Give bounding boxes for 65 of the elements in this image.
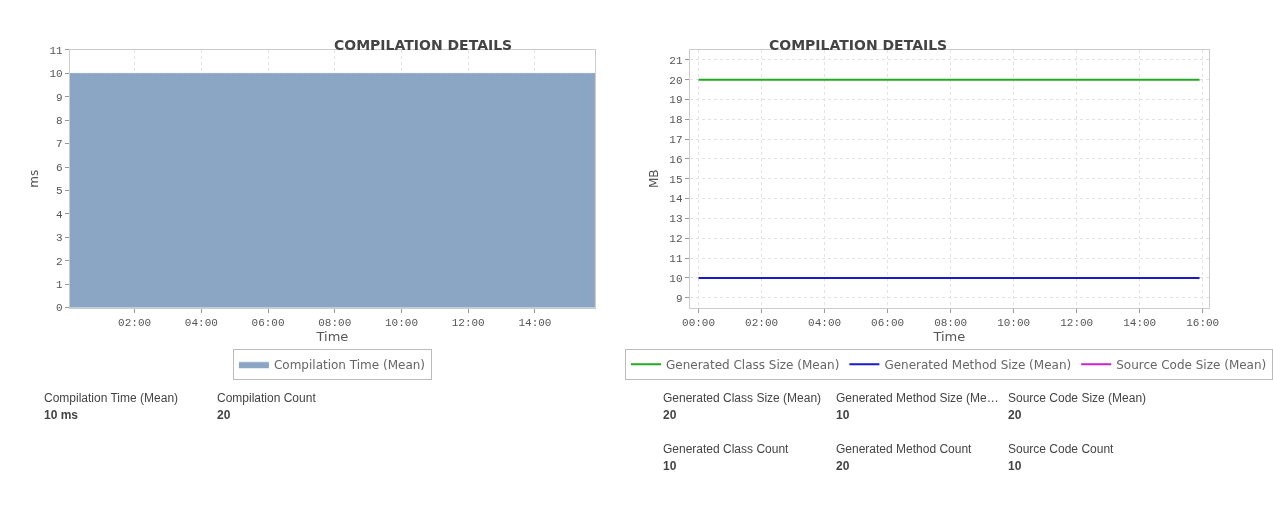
y-tick-label: 14 xyxy=(669,193,683,206)
text: 20 xyxy=(217,408,231,422)
x-tick-label: 16:00 xyxy=(1186,316,1220,329)
y-tick-label: 12 xyxy=(669,233,683,246)
legend-label: Compilation Time (Mean) xyxy=(273,357,426,372)
text: 10 xyxy=(836,408,850,422)
y-tick-label: 3 xyxy=(56,232,63,245)
x-tick-label: 06:00 xyxy=(251,316,285,329)
y-tick-label: 19 xyxy=(669,94,683,107)
text: Generated Class Count xyxy=(663,442,790,456)
x-tick-label: 06:00 xyxy=(871,316,905,329)
y-tick-label: 20 xyxy=(669,74,683,87)
y-tick-label: 9 xyxy=(675,292,683,305)
y-tick-label: 2 xyxy=(56,255,63,268)
y-axis-title: ms xyxy=(26,169,41,188)
y-tick-label: 8 xyxy=(56,115,63,128)
x-tick-label: 12:00 xyxy=(451,316,485,329)
y-tick-label: 10 xyxy=(669,272,683,285)
y-tick-label: 17 xyxy=(669,133,683,146)
y-tick-label: 11 xyxy=(669,252,683,265)
y-tick-label: 21 xyxy=(669,54,683,67)
y-tick-label: 16 xyxy=(669,153,683,166)
x-axis-title: Time xyxy=(932,329,966,345)
x-tick-label: 04:00 xyxy=(184,316,218,329)
text: Generated Method Count xyxy=(836,442,973,456)
legend-label: Generated Method Size (Mean) xyxy=(884,357,1072,372)
x-tick-label: 02:00 xyxy=(745,316,779,329)
legend-label: Source Code Size (Mean) xyxy=(1116,357,1267,372)
y-axis-title: MB xyxy=(646,169,661,189)
x-tick-label: 14:00 xyxy=(1123,316,1157,329)
y-tick-label: 0 xyxy=(56,302,63,315)
x-tick-label: 02:00 xyxy=(118,316,152,329)
source-note: Source Code Count xyxy=(1008,442,1115,456)
chart-title: COMPILATION DETAILS xyxy=(769,37,948,53)
x-tick-label: 08:00 xyxy=(318,316,352,329)
x-tick-label: 00:00 xyxy=(682,316,716,329)
y-tick-label: 18 xyxy=(669,114,683,127)
x-tick-label: 10:00 xyxy=(384,316,418,329)
x-tick-label: 04:00 xyxy=(808,316,842,329)
text: Compilation Count xyxy=(217,391,317,405)
y-tick-label: 6 xyxy=(56,161,63,174)
y-tick-label: 4 xyxy=(56,208,64,221)
text: Compilation Time (Mean) xyxy=(44,391,179,405)
x-axis-title: Time xyxy=(315,329,349,345)
y-tick-label: 5 xyxy=(56,185,63,198)
text: Generated Method Size (Me… xyxy=(836,391,999,405)
x-tick-label: 14:00 xyxy=(518,316,552,329)
y-tick-label: 10 xyxy=(49,68,63,81)
y-tick-label: 9 xyxy=(56,91,63,104)
y-tick-label: 15 xyxy=(669,173,683,186)
x-tick-label: 12:00 xyxy=(1060,316,1094,329)
y-tick-label: 1 xyxy=(56,279,64,292)
y-tick-label: 11 xyxy=(49,44,64,57)
text: Generated Class Size (Mean) xyxy=(663,391,822,405)
source-note: Source Code Size (Mean) xyxy=(1008,391,1147,405)
chart-title: COMPILATION DETAILS xyxy=(334,37,513,53)
text: 20 xyxy=(836,459,850,473)
text: 10 xyxy=(1008,459,1022,473)
x-tick-label: 08:00 xyxy=(934,316,968,329)
text: 10 ms xyxy=(44,408,79,422)
y-tick-label: 7 xyxy=(56,138,63,151)
text: 20 xyxy=(1008,408,1022,422)
y-tick-label: 13 xyxy=(669,213,683,226)
x-tick-label: 10:00 xyxy=(997,316,1031,329)
legend-label: Generated Class Size (Mean) xyxy=(666,357,840,372)
